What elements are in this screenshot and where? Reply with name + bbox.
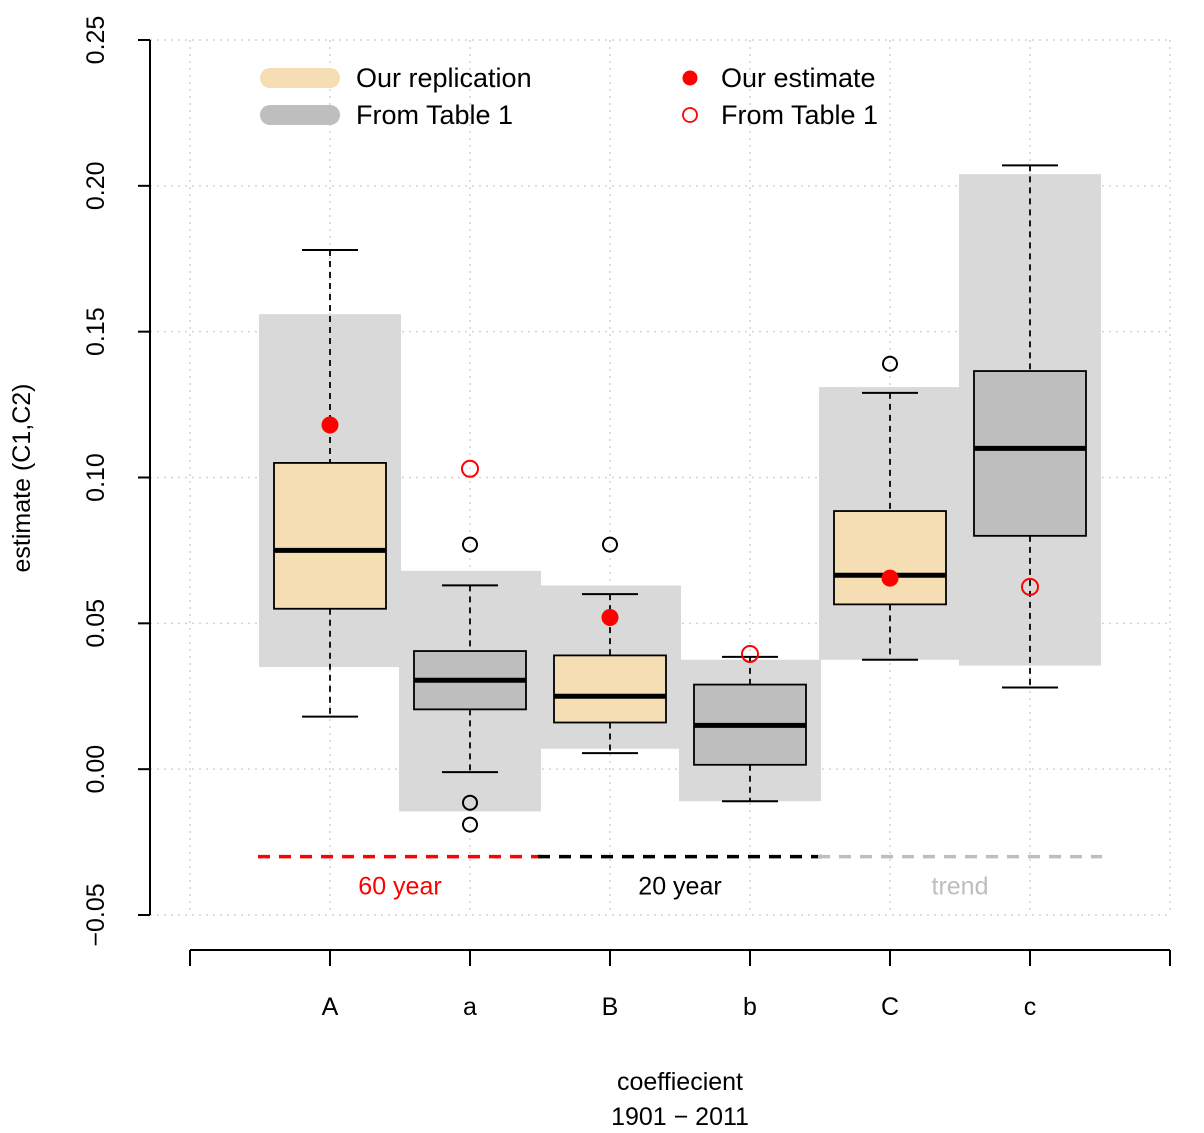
box-A (273, 249, 387, 718)
x-axis-title: coeffiecient (617, 1068, 743, 1096)
outlier-point (602, 536, 618, 553)
box-c (973, 164, 1087, 689)
y-tick-label: 0.00 (82, 745, 110, 794)
legend-marker (682, 70, 698, 86)
group-label: 20 year (638, 873, 721, 901)
estimate-point (881, 569, 899, 587)
outlier-point (462, 816, 478, 833)
x-tick-label: b (743, 993, 757, 1021)
box-B (553, 536, 667, 755)
x-tick-label: A (322, 993, 339, 1021)
x-tick-label: B (602, 993, 619, 1021)
box-a (413, 459, 527, 833)
y-tick-label: −0.05 (82, 883, 110, 946)
legend-label: Our replication (356, 63, 532, 93)
table1-point (741, 644, 759, 663)
y-tick-label: 0.05 (82, 599, 110, 648)
estimate-point (321, 416, 339, 434)
legend-label: From Table 1 (721, 100, 878, 130)
legend-label: Our estimate (721, 63, 876, 93)
y-tick-label: 0.15 (82, 307, 110, 356)
box-iqr (273, 462, 387, 610)
box-iqr (833, 510, 947, 606)
group-label: trend (932, 873, 989, 901)
x-tick-label: c (1024, 993, 1037, 1021)
x-tick-label: a (463, 993, 477, 1021)
group-label: 60 year (358, 873, 441, 901)
group-layer: 60 year 20 year trend (258, 854, 1102, 901)
legend: Our replication From Table 1 Our estimate F… (260, 63, 878, 130)
box-iqr (553, 654, 667, 724)
y-tick-label: 0.20 (82, 161, 110, 210)
table1-point (1021, 577, 1039, 596)
x-axis-subtitle: 1901 − 2011 (611, 1103, 749, 1131)
y-axis-title: estimate (C1,C2) (8, 384, 36, 573)
estimate-point (601, 609, 619, 626)
box-b (693, 644, 807, 803)
table1-point (461, 459, 479, 478)
y-tick-label: 0.25 (82, 16, 110, 65)
box-layer (273, 164, 1087, 833)
box-iqr (973, 370, 1087, 537)
outlier-point (462, 536, 478, 553)
outlier-point (462, 794, 478, 811)
outlier-point (882, 355, 898, 372)
y-tick-layer: −0.05 0.00 0.05 0.10 0.15 0.20 0.25 (82, 16, 150, 947)
legend-marker (682, 107, 698, 123)
x-tick-label: C (881, 993, 899, 1021)
legend-label: From Table 1 (356, 100, 513, 130)
y-tick-label: 0.10 (82, 453, 110, 502)
box-C (833, 355, 947, 661)
